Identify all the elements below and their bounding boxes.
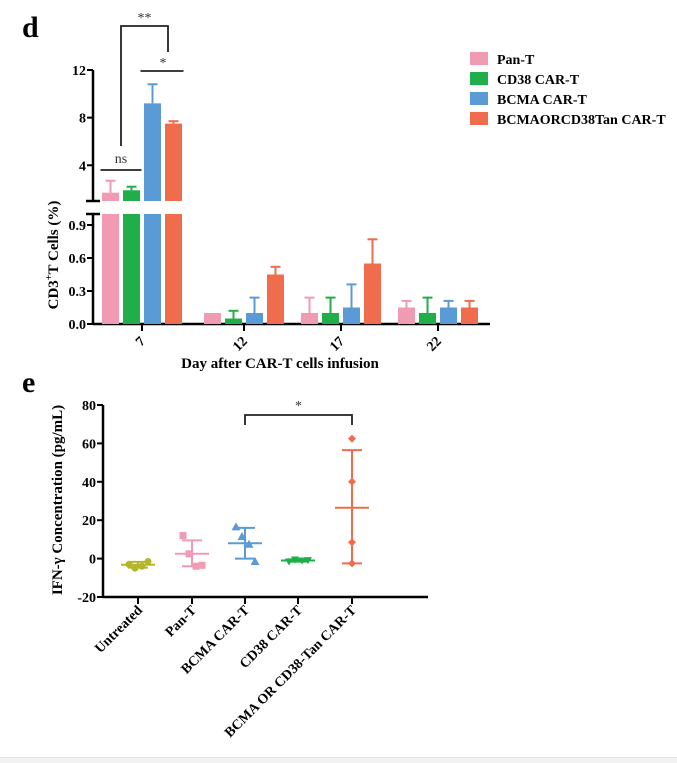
d-annotations: ns***: [100, 11, 184, 171]
d-bar: [102, 192, 119, 201]
d-y-axis-label: CD3+T Cells (%): [44, 201, 62, 310]
d-legend-swatch: [470, 72, 488, 85]
panel-label-d: d: [22, 11, 39, 44]
e-data-point: [179, 532, 187, 540]
page-bottom-strip: [0, 757, 677, 763]
e-data-point: [291, 556, 299, 564]
d-bar: [419, 313, 436, 324]
d-y-tick-label: 4: [79, 159, 86, 174]
d-bar: [123, 190, 140, 201]
d-x-tick-label: 12: [230, 334, 251, 355]
e-data-point: [348, 538, 356, 547]
d-sig-label-double-star: **: [138, 11, 152, 26]
e-data-point: [198, 561, 206, 569]
e-y-tick-label: 0: [89, 553, 96, 568]
d-bar: [225, 318, 242, 324]
e-x-tick-label: Pan-T: [163, 603, 200, 640]
d-ylabel-post: T Cells (%): [46, 201, 62, 275]
d-bar: [144, 214, 161, 324]
e-data-point: [185, 550, 193, 558]
d-x-tick-label: 7: [133, 334, 149, 350]
d-bar: [398, 307, 415, 324]
d-sig-label-ns: ns: [115, 152, 127, 167]
d-y-tick-label: 12: [72, 64, 86, 79]
e-data-point: [192, 562, 200, 570]
e-data-point: [131, 564, 139, 572]
d-bar: [165, 123, 182, 201]
e-y-tick-label: 20: [82, 514, 96, 529]
e-group: [281, 556, 315, 566]
e-sig-bracket: [244, 414, 353, 425]
e-data-point: [285, 558, 293, 566]
d-y-tick-label: 0.0: [69, 318, 87, 333]
e-y-tick-label: 40: [82, 476, 96, 491]
d-legend-label: BCMA CAR-T: [497, 93, 587, 108]
e-data-point: [348, 559, 356, 568]
d-y-tick-label: 0.3: [69, 285, 87, 300]
d-y-tick-label: 8: [79, 112, 86, 127]
e-data-point: [144, 557, 152, 565]
e-groups: [121, 434, 369, 572]
d-legend-label: Pan-T: [497, 53, 535, 68]
d-legend-swatch: [470, 112, 488, 125]
e-data-point: [348, 434, 356, 443]
e-sig-label: *: [295, 399, 302, 414]
e-data-point: [138, 562, 146, 570]
e-y-axis-label: IFN-γ Concentration (pg/mL): [50, 405, 66, 595]
d-legend: Pan-T CD38 CAR-T BCMA CAR-T BCMAORCD38Tan C…: [470, 52, 666, 128]
d-ylabel-sup: +: [44, 274, 55, 280]
d-legend-label: BCMAORCD38Tan CAR-T: [497, 113, 666, 128]
d-bars: [102, 83, 478, 324]
e-y-tick-label: -20: [77, 591, 96, 606]
d-x-axis-label: Day after CAR-T cells infusion: [181, 356, 379, 372]
d-x-tick-label: 22: [424, 334, 445, 355]
d-bar: [144, 103, 161, 201]
e-data-point: [125, 560, 133, 568]
panel-label-e: e: [22, 366, 35, 399]
d-legend-label: CD38 CAR-T: [497, 73, 580, 88]
e-group: [228, 522, 262, 565]
d-sig-label-star: *: [160, 56, 167, 71]
d-sig-bracket-double-star: [120, 25, 169, 146]
d-bar: [322, 313, 339, 324]
d-bar: [343, 307, 360, 324]
e-y-tick-label: 60: [82, 437, 96, 452]
d-bar: [123, 214, 140, 324]
e-group: [335, 434, 369, 568]
e-group: [175, 532, 209, 570]
d-y-tick-label: 0.6: [69, 252, 87, 267]
e-data-point: [237, 532, 247, 541]
e-annotations: *: [244, 399, 353, 425]
e-x-tick-label: Untreated: [93, 603, 146, 656]
d-bar: [440, 307, 457, 324]
e-data-point: [298, 557, 306, 565]
e-data-point: [348, 477, 356, 486]
d-bar: [301, 313, 318, 324]
d-y-tick-label: 0.9: [69, 219, 87, 234]
d-bar: [246, 313, 263, 324]
d-bar: [204, 313, 221, 324]
d-legend-swatch: [470, 52, 488, 65]
d-ylabel-pre: CD3: [46, 280, 62, 309]
d-bar: [364, 263, 381, 324]
e-group: [121, 557, 155, 572]
e-data-point: [250, 556, 260, 565]
e-y-tick-label: 80: [82, 399, 96, 414]
d-bar: [461, 307, 478, 324]
d-legend-swatch: [470, 92, 488, 105]
e-data-point: [244, 539, 254, 548]
d-bar: [165, 214, 182, 324]
d-bar: [102, 214, 119, 324]
e-data-point: [304, 557, 312, 565]
e-data-point: [231, 522, 241, 531]
d-bar: [267, 274, 284, 324]
d-x-tick-label: 17: [327, 334, 348, 355]
